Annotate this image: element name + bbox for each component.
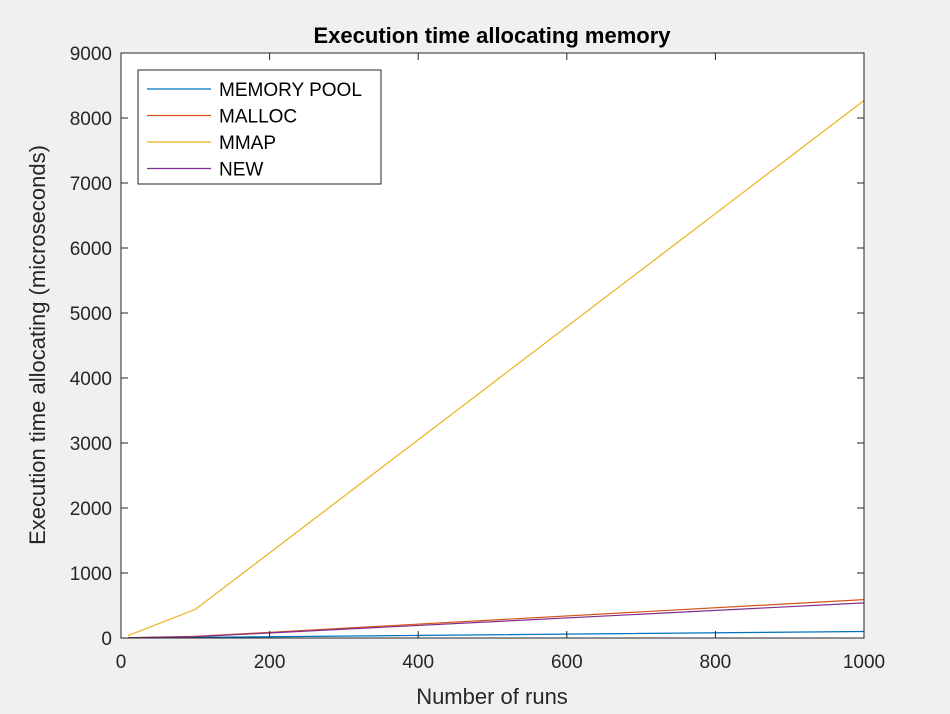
x-axis-label: Number of runs	[416, 684, 568, 709]
x-tick-label: 200	[254, 652, 286, 673]
legend-item-memory-pool[interactable]: MEMORY POOL	[147, 80, 362, 101]
legend-label: NEW	[219, 160, 263, 181]
y-tick-label: 9000	[70, 44, 112, 65]
legend-items: MEMORY POOL MALLOC MMAP NEW	[147, 80, 362, 181]
x-tick-label: 600	[551, 652, 583, 673]
x-tick-label: 800	[700, 652, 732, 673]
y-tick-label: 7000	[70, 174, 112, 195]
y-axis-label: Execution time allocating (microseconds)	[25, 145, 50, 545]
chart-title: Execution time allocating memory	[314, 23, 672, 48]
legend-label: MALLOC	[219, 107, 297, 128]
axes-box	[120, 52, 865, 639]
legend[interactable]: MEMORY POOL MALLOC MMAP NEW	[137, 69, 382, 185]
y-tick-label: 1000	[70, 564, 112, 585]
data-point-new	[194, 636, 196, 638]
legend-label: MMAP	[219, 133, 276, 154]
y-tick-label: 2000	[70, 499, 112, 520]
x-tick-label: 1000	[843, 652, 885, 673]
y-tick-label: 8000	[70, 109, 112, 130]
legend-label: MEMORY POOL	[219, 80, 362, 101]
y-tick-label: 3000	[70, 434, 112, 455]
tick-layer: 0 200 400 600 800 1000 0 1000 2000 3000 4000 5000 60…	[70, 44, 885, 673]
legend-item-malloc[interactable]: MALLOC	[147, 107, 297, 128]
y-tick-label: 4000	[70, 369, 112, 390]
y-tick-label: 0	[101, 629, 112, 650]
y-tick-label: 5000	[70, 304, 112, 325]
y-tick-label: 6000	[70, 239, 112, 260]
x-tick-label: 400	[402, 652, 434, 673]
data-point-mmap	[127, 634, 129, 637]
data-point-mmap	[194, 608, 196, 611]
legend-item-mmap[interactable]: MMAP	[147, 133, 276, 154]
legend-item-new[interactable]: NEW	[147, 160, 263, 181]
x-tick-label: 0	[116, 652, 127, 673]
